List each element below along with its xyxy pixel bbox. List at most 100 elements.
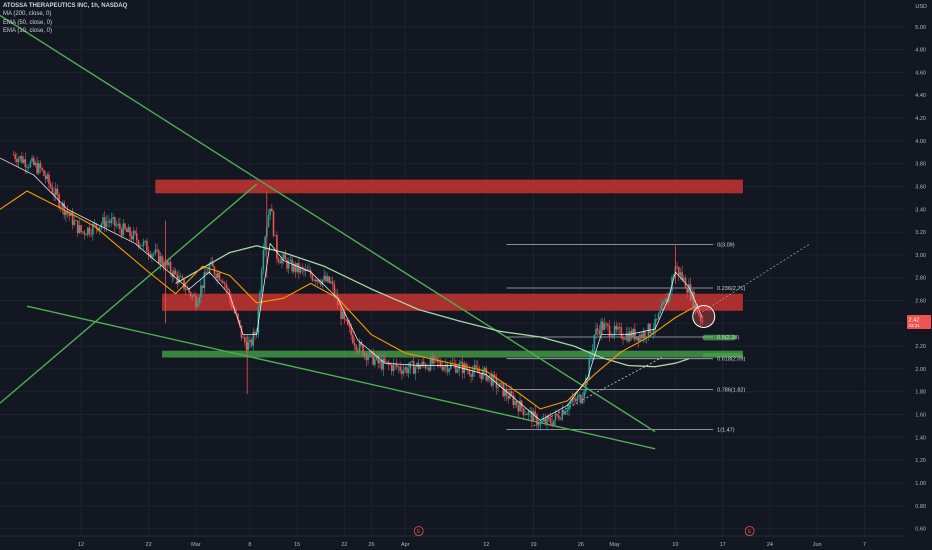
ema10-line: [0, 157, 703, 421]
candle-body: [161, 256, 163, 264]
candle-body: [184, 289, 187, 290]
candle-body: [701, 320, 704, 323]
candle-body: [259, 291, 261, 307]
candle-body: [105, 221, 108, 228]
candle-body: [488, 375, 491, 377]
legend-symbol-title[interactable]: ATOSSA THERAPEUTICS INC, 1h, NASDAQ: [3, 3, 128, 9]
support-zone: [162, 350, 743, 358]
candle-body: [433, 356, 435, 364]
candle-body: [607, 324, 609, 326]
candle-body: [276, 235, 278, 259]
candle-body: [36, 162, 38, 174]
candle-body: [340, 305, 342, 319]
candle-body: [365, 353, 368, 361]
candle-body: [14, 154, 16, 159]
candle-body: [460, 361, 462, 364]
fib-label: 0.5(2.28): [717, 335, 739, 341]
candle-body: [519, 400, 521, 412]
candle-body: [691, 291, 694, 300]
candle-body: [504, 388, 506, 397]
candle-body: [566, 409, 569, 412]
candle-body: [343, 311, 346, 320]
candle-body: [549, 417, 552, 423]
candle-body: [220, 280, 222, 282]
resistance-zone: [155, 179, 743, 194]
candle-body: [497, 386, 499, 388]
candle-body: [56, 188, 59, 195]
legend-ema10[interactable]: EMA (10, close, 0): [3, 27, 53, 34]
candle-body: [68, 213, 71, 216]
candle-body: [345, 319, 347, 321]
candle-body: [397, 366, 400, 368]
candle-body: [336, 294, 339, 305]
candle-body: [605, 323, 607, 325]
candle-body: [249, 339, 251, 342]
candle-body: [301, 267, 304, 269]
candle-body: [446, 364, 449, 372]
candle-body: [124, 223, 126, 229]
candle-body: [677, 266, 680, 276]
candle-body: [176, 274, 179, 283]
y-tick-label: 2.80: [915, 276, 926, 282]
x-tick-label: 15: [294, 542, 300, 548]
x-tick-label: Mar: [191, 542, 201, 548]
x-tick-label: 24: [767, 542, 773, 548]
candle-body: [71, 212, 74, 225]
candle-body: [43, 170, 45, 176]
candle-body: [507, 396, 510, 399]
candle-body: [514, 400, 516, 405]
candle-body: [686, 288, 688, 293]
candle-body: [502, 383, 504, 397]
candle-body: [377, 356, 380, 364]
candle-body: [689, 284, 692, 300]
candle-body: [411, 361, 413, 362]
candle-body: [227, 288, 229, 291]
y-tick-label: 3.80: [915, 162, 926, 168]
candle-body: [240, 325, 243, 338]
candle-body: [625, 332, 628, 340]
candle-body: [656, 318, 658, 320]
candle-body: [328, 276, 331, 283]
candle-body: [286, 259, 288, 269]
projection-line: [702, 243, 811, 313]
candle-body: [380, 359, 383, 370]
candle-body: [146, 240, 148, 252]
candle-body: [54, 188, 57, 196]
candle-body: [512, 395, 515, 405]
candle-body: [490, 375, 493, 386]
candle-body: [24, 159, 27, 168]
candle-body: [450, 363, 452, 369]
candle-body: [588, 358, 591, 380]
last-price-countdown: 23:41: [908, 323, 920, 328]
candle-body: [174, 270, 177, 275]
candle-body: [439, 361, 442, 367]
candle-body: [699, 315, 702, 321]
candle-body: [262, 250, 265, 271]
legend-ma200[interactable]: MA (200, close, 0): [3, 11, 52, 18]
candle-body: [83, 231, 86, 235]
candle-body: [385, 361, 388, 363]
trendline: [0, 183, 258, 404]
candle-body: [622, 337, 624, 340]
candle-body: [90, 233, 92, 235]
candle-body: [287, 261, 290, 269]
x-tick-label: 26: [368, 542, 374, 548]
candle-body: [237, 313, 239, 321]
candle-body: [203, 272, 206, 288]
candle-body: [198, 297, 201, 304]
candle-body: [125, 228, 128, 233]
candle-body: [215, 274, 217, 279]
price-axis: USD 0.60 0.80 1.00 1.20 1.40 1.60 1.80 2.00 2.20 2…: [905, 0, 932, 550]
candle-body: [129, 227, 131, 237]
candle-body: [284, 254, 287, 260]
earnings-marker: [744, 526, 755, 536]
y-tick-label: 4.40: [915, 93, 926, 99]
legend-ema50[interactable]: EMA (50, close, 0): [3, 19, 53, 26]
candle-body: [434, 356, 437, 358]
candle-body: [250, 339, 253, 346]
candle-body: [323, 275, 325, 280]
candle-body: [181, 276, 184, 279]
